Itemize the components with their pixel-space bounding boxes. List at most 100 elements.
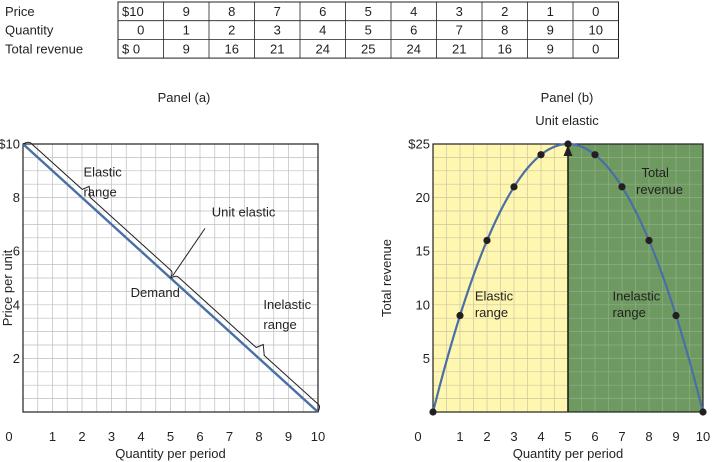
x-tick-label: 4 <box>537 429 544 444</box>
table-cell: 9 <box>183 41 190 56</box>
y-tick-label: 8 <box>13 190 20 205</box>
table-border <box>117 1 619 59</box>
total-revenue-point <box>537 151 545 159</box>
y-tick-label: 15 <box>416 244 430 259</box>
table-cell: 9 <box>547 23 554 38</box>
table-cell: 9 <box>183 4 190 19</box>
table-cell: 3 <box>274 23 281 38</box>
x-tick-label: 10 <box>696 429 710 444</box>
table-cell: 24 <box>316 41 330 56</box>
x-tick-label: 5 <box>167 429 174 444</box>
x-tick-label: 2 <box>483 429 490 444</box>
x-tick-label: 1 <box>456 429 463 444</box>
elastic-label: range <box>83 184 116 199</box>
x-tick-label: 6 <box>591 429 598 444</box>
table-cell: 5 <box>365 23 372 38</box>
total-revenue-point <box>510 183 518 191</box>
table-row-label: Price <box>5 4 35 19</box>
x-tick-label: 0 <box>414 429 421 444</box>
table-cell: 21 <box>270 41 284 56</box>
x-axis-label: Quantity per period <box>513 446 624 461</box>
inelastic-region-label: Inelastic <box>613 289 661 304</box>
total-revenue-point <box>456 311 464 320</box>
total-revenue-point <box>591 151 599 159</box>
table-cell: 2 <box>228 23 235 38</box>
table-cell: 4 <box>410 4 417 19</box>
total-revenue-point <box>429 408 437 416</box>
total-revenue-point <box>699 408 707 416</box>
table-row-label: Total revenue <box>5 41 83 56</box>
table-cell: 2 <box>501 4 508 19</box>
curve-label: revenue <box>636 182 683 197</box>
table-cell: 6 <box>319 4 326 19</box>
y-tick-label: 10 <box>416 297 430 312</box>
elastic-region-label: Elastic <box>475 289 514 304</box>
total-revenue-point <box>483 236 491 245</box>
table-cell: 0 <box>592 4 599 19</box>
elastic-label: Elastic <box>83 165 122 180</box>
total-revenue-point <box>672 311 680 320</box>
total-revenue-point <box>618 183 626 191</box>
table-cell: 8 <box>501 23 508 38</box>
x-tick-label: 6 <box>196 429 203 444</box>
x-tick-label: 3 <box>510 429 517 444</box>
y-tick-label: 4 <box>13 297 20 312</box>
elastic-region-label: range <box>475 305 508 320</box>
table-cell: 24 <box>407 41 421 56</box>
table-cell: 7 <box>274 4 281 19</box>
panel-title: Panel (b) <box>541 90 594 105</box>
x-tick-label: 8 <box>255 429 262 444</box>
x-tick-label: 9 <box>672 429 679 444</box>
total-revenue-point <box>564 140 572 148</box>
inelastic-range-bracket <box>170 275 321 413</box>
table-cell: 8 <box>228 4 235 19</box>
y-tick-label: $10 <box>0 137 20 152</box>
table-cell: 25 <box>361 41 375 56</box>
unit-elastic-label: Unit elastic <box>212 204 276 219</box>
inelastic-label: Inelastic <box>263 297 311 312</box>
y-tick-label: 5 <box>423 351 430 366</box>
table-cell: 7 <box>456 23 463 38</box>
y-tick-label: 6 <box>13 244 20 259</box>
table-cell: 1 <box>183 23 190 38</box>
unit-elastic-pointer <box>172 228 206 277</box>
table-cell: 10 <box>589 23 603 38</box>
x-axis-label: Quantity per period <box>115 446 226 461</box>
total-revenue-point <box>645 236 653 245</box>
x-tick-label: 9 <box>285 429 292 444</box>
panel-a-chart: Elastic range Unit elastic Demand Inelastic r… <box>0 90 325 461</box>
table-cell: $10 <box>122 4 144 19</box>
table-cell: 21 <box>452 41 466 56</box>
x-tick-label: 0 <box>5 429 12 444</box>
table-cell: 6 <box>410 23 417 38</box>
table-row-label: Quantity <box>5 23 54 38</box>
y-tick-label: 20 <box>416 190 430 205</box>
table-cell: 9 <box>547 41 554 56</box>
table-cell: 3 <box>456 4 463 19</box>
table-cell: 0 <box>592 41 599 56</box>
curve-label: Total <box>641 165 669 180</box>
y-tick-label: $25 <box>408 137 430 152</box>
y-tick-label: 2 <box>13 351 20 366</box>
table-cell: 1 <box>547 4 554 19</box>
table-cell: 16 <box>225 41 239 56</box>
x-tick-label: 8 <box>645 429 652 444</box>
table-cell: 0 <box>137 23 144 38</box>
plot-border <box>22 143 319 413</box>
x-tick-label: 7 <box>618 429 625 444</box>
panel-subtitle: Unit elastic <box>535 113 599 128</box>
unit-elastic-arrow <box>563 145 573 156</box>
x-tick-label: 10 <box>311 429 325 444</box>
x-tick-label: 3 <box>108 429 115 444</box>
inelastic-region-label: range <box>613 305 646 320</box>
x-tick-label: 7 <box>226 429 233 444</box>
x-tick-label: 4 <box>137 429 144 444</box>
table-cell: 16 <box>498 41 512 56</box>
x-tick-label: 2 <box>78 429 85 444</box>
inelastic-label: range <box>263 317 296 332</box>
x-tick-label: 5 <box>564 429 571 444</box>
table-cell: 5 <box>365 4 372 19</box>
table-cell: 4 <box>319 23 326 38</box>
